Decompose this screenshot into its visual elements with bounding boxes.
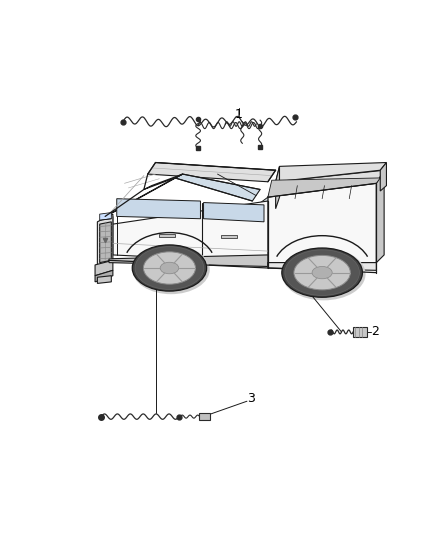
Ellipse shape bbox=[282, 248, 366, 301]
Polygon shape bbox=[117, 199, 201, 219]
Polygon shape bbox=[221, 235, 237, 238]
Polygon shape bbox=[268, 178, 380, 197]
Polygon shape bbox=[268, 170, 384, 197]
Polygon shape bbox=[380, 163, 386, 191]
Polygon shape bbox=[148, 163, 276, 182]
Polygon shape bbox=[97, 214, 113, 270]
Ellipse shape bbox=[132, 245, 210, 294]
Ellipse shape bbox=[135, 247, 204, 289]
Polygon shape bbox=[204, 203, 264, 222]
Ellipse shape bbox=[294, 255, 350, 290]
Polygon shape bbox=[109, 255, 268, 266]
Polygon shape bbox=[144, 174, 183, 189]
Polygon shape bbox=[100, 213, 111, 220]
FancyBboxPatch shape bbox=[199, 413, 210, 421]
Text: 3: 3 bbox=[247, 392, 255, 406]
Polygon shape bbox=[105, 216, 113, 255]
Polygon shape bbox=[276, 166, 279, 209]
Polygon shape bbox=[97, 276, 111, 284]
Ellipse shape bbox=[312, 266, 332, 279]
Polygon shape bbox=[252, 197, 268, 213]
Text: 2: 2 bbox=[371, 326, 379, 338]
Ellipse shape bbox=[132, 245, 207, 291]
Polygon shape bbox=[175, 174, 260, 201]
Text: 1: 1 bbox=[234, 108, 242, 120]
Polygon shape bbox=[95, 270, 113, 282]
Polygon shape bbox=[276, 163, 386, 182]
Ellipse shape bbox=[160, 262, 179, 274]
Polygon shape bbox=[113, 201, 268, 263]
Polygon shape bbox=[100, 222, 111, 263]
Polygon shape bbox=[268, 263, 376, 270]
Polygon shape bbox=[268, 263, 376, 268]
Ellipse shape bbox=[143, 252, 195, 284]
Polygon shape bbox=[105, 174, 183, 216]
Polygon shape bbox=[159, 234, 175, 237]
Ellipse shape bbox=[282, 248, 362, 297]
Polygon shape bbox=[376, 170, 384, 263]
FancyBboxPatch shape bbox=[353, 327, 367, 336]
Ellipse shape bbox=[285, 250, 360, 295]
Polygon shape bbox=[95, 260, 113, 276]
Polygon shape bbox=[268, 183, 376, 263]
